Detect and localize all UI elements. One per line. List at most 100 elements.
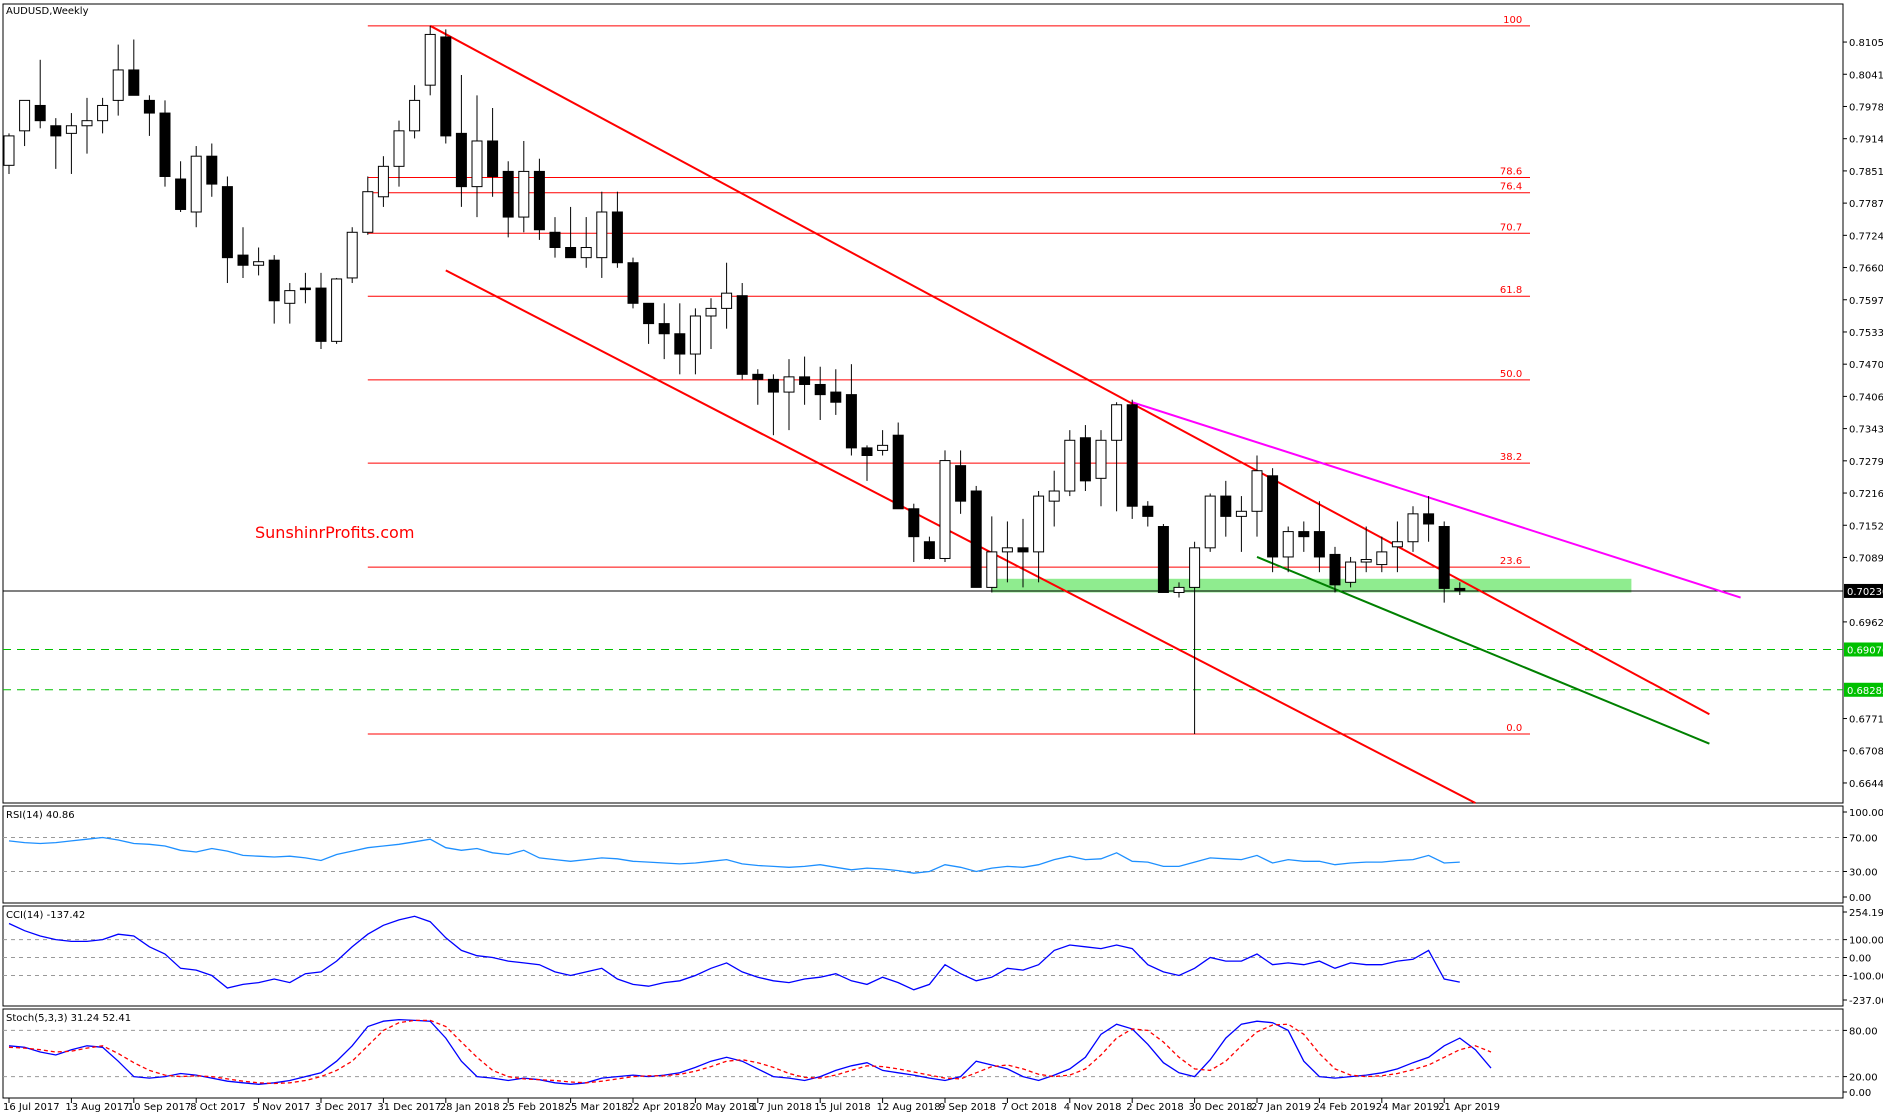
trendline-lower-channel <box>445 269 1476 804</box>
level-price-tag <box>1844 642 1883 657</box>
candle-body <box>1048 490 1060 502</box>
trendline-pink-resistance <box>1131 401 1741 599</box>
x-tick-label: 22 Apr 2018 <box>627 1102 689 1112</box>
candle-body <box>908 508 920 538</box>
candle-body <box>627 262 639 304</box>
candle-body <box>1454 587 1466 592</box>
indicator-title: CCI(14) -137.42 <box>6 910 85 921</box>
y-tick-label: 0.67715 <box>1849 715 1883 726</box>
candle-body <box>253 261 265 266</box>
candle-body <box>190 155 202 213</box>
x-tick-label: 25 Mar 2018 <box>565 1102 628 1112</box>
indicator-series-line <box>8 1018 1492 1085</box>
panel-frame-stoch <box>2 1008 1844 1099</box>
candle-body <box>299 287 311 291</box>
candle-body <box>674 333 686 355</box>
candle-body <box>705 307 717 317</box>
candle-body <box>393 130 405 167</box>
watermark-text: SunshinrProfits.com <box>255 523 414 542</box>
candle-body <box>986 551 998 588</box>
y-tick-label: 30.00 <box>1849 868 1878 879</box>
x-tick-label: 8 Oct 2017 <box>190 1102 245 1112</box>
candle-body <box>1095 439 1107 479</box>
candle-body <box>112 69 124 101</box>
candle-body <box>721 292 733 309</box>
candle-body <box>1189 547 1201 588</box>
candle-body <box>424 33 436 86</box>
candle-body <box>159 112 171 177</box>
x-tick-label: 7 Oct 2018 <box>1001 1102 1056 1112</box>
x-tick-label: 17 Jun 2018 <box>752 1102 812 1112</box>
candle-body <box>175 178 187 210</box>
y-tick-label: 0.00 <box>1849 954 1871 965</box>
y-tick-label: -237.00 <box>1849 996 1883 1007</box>
y-tick-label: 0.75335 <box>1849 328 1883 339</box>
candle-body <box>1142 505 1154 517</box>
candle-body <box>1391 541 1403 548</box>
candle-body <box>549 231 561 249</box>
current-price-label: 0.70230 <box>1847 587 1883 598</box>
candle-body <box>3 135 15 166</box>
y-tick-label: 80.00 <box>1849 1026 1878 1037</box>
level-price-label: 0.69076 <box>1847 645 1883 656</box>
y-tick-label: 0.79145 <box>1849 135 1883 146</box>
candle-body <box>596 211 608 259</box>
candle-body <box>1438 526 1450 589</box>
indicator-title: RSI(14) 40.86 <box>6 810 75 821</box>
candle-body <box>767 378 779 393</box>
candle-body <box>892 434 904 510</box>
y-tick-label: 0.77875 <box>1849 199 1883 210</box>
level-price-tag <box>1844 682 1883 697</box>
fib-label: 100 <box>1503 15 1522 26</box>
candle-body <box>689 315 701 355</box>
fib-label: 23.6 <box>1500 556 1522 567</box>
x-tick-label: 4 Nov 2018 <box>1064 1102 1122 1112</box>
panel-frame-rsi <box>2 805 1844 904</box>
y-tick-label: -100.00 <box>1849 971 1883 982</box>
fib-label: 61.8 <box>1500 285 1522 296</box>
candle-body <box>939 460 951 559</box>
x-tick-label: 30 Dec 2018 <box>1189 1102 1253 1112</box>
candle-body <box>143 99 155 114</box>
fib-label: 0.0 <box>1506 723 1522 734</box>
x-tick-label: 2 Dec 2018 <box>1126 1102 1184 1112</box>
fib-label: 38.2 <box>1500 452 1522 463</box>
candle-body <box>284 290 296 304</box>
candle-body <box>237 254 249 266</box>
candle-body <box>580 247 592 259</box>
candle-body <box>128 69 140 96</box>
candle-body <box>377 165 389 198</box>
candle-body <box>518 170 530 218</box>
y-tick-label: 0.72795 <box>1849 457 1883 468</box>
x-tick-label: 15 Jul 2018 <box>814 1102 871 1112</box>
fib-label: 78.6 <box>1500 166 1522 177</box>
candle-body <box>861 447 873 456</box>
candle-body <box>1157 526 1169 593</box>
candle-body <box>752 373 764 380</box>
x-tick-label: 9 Sep 2018 <box>939 1102 996 1112</box>
x-tick-label: 3 Dec 2017 <box>315 1102 373 1112</box>
candle-body <box>502 170 514 218</box>
level-price-label: 0.68282 <box>1847 686 1883 697</box>
candle-body <box>1267 475 1279 558</box>
indicator-series-line <box>8 915 1460 991</box>
candle-body <box>1033 495 1045 553</box>
candle-body <box>1126 404 1138 507</box>
candle-body <box>1173 586 1185 593</box>
candle-body <box>1235 510 1247 517</box>
candle-body <box>268 259 280 302</box>
candle-body <box>19 99 31 132</box>
panel-frame-cci <box>2 905 1844 1007</box>
candle-body <box>611 211 623 264</box>
x-tick-label: 24 Mar 2019 <box>1376 1102 1439 1112</box>
candle-body <box>814 383 826 396</box>
candle-body <box>1345 561 1357 583</box>
support-zone <box>991 578 1632 593</box>
y-tick-label: 0.71525 <box>1849 521 1883 532</box>
